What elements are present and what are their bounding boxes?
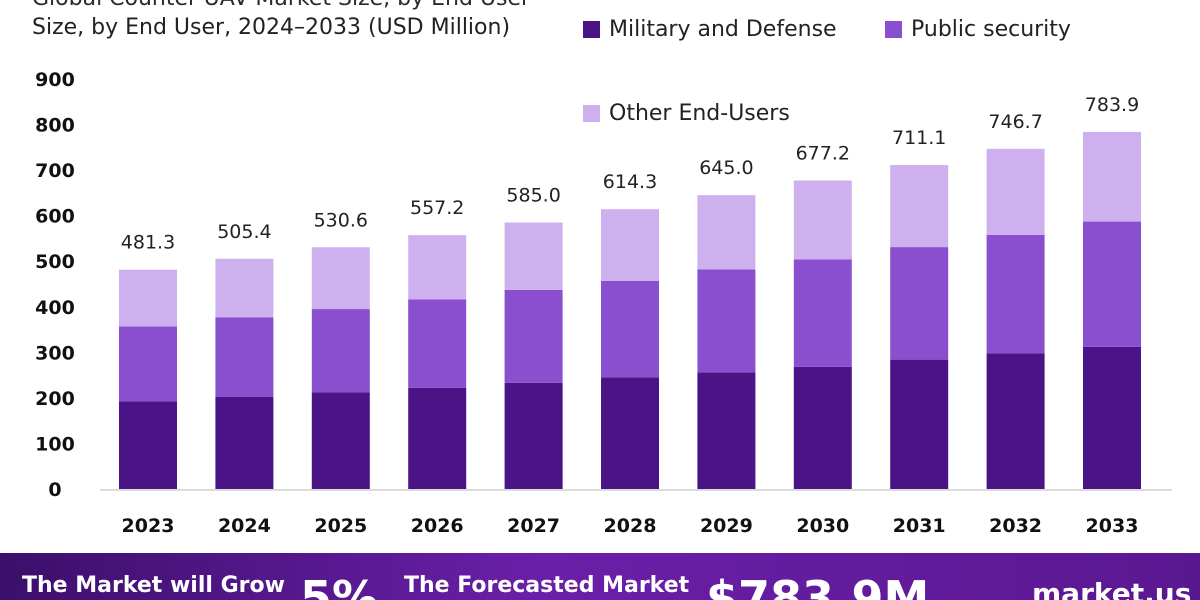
stacked-bar-chart: 0 100 200 300 400 500 600 700 800 900 481.3 2023 505… [35, 69, 1172, 537]
bar-total-label: 585.0 [506, 185, 560, 207]
bar-segment-other [408, 235, 467, 300]
y-tick-label: 100 [35, 433, 75, 455]
x-tick-label: 2025 [314, 515, 367, 537]
bar-total-label: 645.0 [699, 157, 753, 179]
legend-item-other: Other End-Users [583, 101, 790, 126]
legend-item-public-security: Public security [885, 17, 1071, 42]
x-tick-label: 2033 [1086, 515, 1139, 537]
bar-segment-military [119, 401, 177, 489]
y-tick-label: 800 [35, 115, 75, 137]
bar-segment-other [504, 222, 563, 290]
footer-site: market.us [1032, 577, 1192, 600]
x-tick-label: 2028 [604, 515, 657, 537]
bar-segment-public-security [215, 317, 274, 397]
x-tick-label: 2027 [507, 515, 560, 537]
bar-segment-public-security [504, 289, 563, 383]
legend-label-public-security: Public security [911, 17, 1071, 42]
bar-segment-public-security [986, 234, 1045, 354]
y-tick-label: 300 [35, 342, 75, 364]
bar-segment-military [601, 377, 659, 489]
bar-segment-military [215, 396, 274, 489]
footer-banner: The Market will Grow 5% The Forecasted M… [0, 553, 1200, 600]
y-tick-label: 400 [35, 297, 75, 319]
y-tick-label: 0 [48, 479, 61, 501]
bar-segment-military [504, 382, 563, 489]
bar-total-label: 711.1 [892, 127, 946, 149]
bar-total-label: 557.2 [410, 197, 464, 219]
bar-total-label: 783.9 [1085, 94, 1139, 116]
bar-segment-other [215, 258, 274, 318]
bar-total-label: 481.3 [121, 232, 175, 254]
bar-total-label: 505.4 [217, 221, 271, 243]
legend-item-military: Military and Defense [583, 17, 837, 42]
bar-segment-other [311, 247, 370, 310]
bar-total-label: 614.3 [603, 171, 657, 193]
bar-segment-military [986, 353, 1045, 489]
x-tick-label: 2031 [893, 515, 946, 537]
bar-segment-public-security [601, 280, 659, 378]
footer-cagr-value: 5% [300, 571, 379, 600]
bar-segment-military [793, 366, 852, 489]
chart-subtitle: Size, by End User, 2024–2033 (USD Millio… [32, 15, 511, 40]
bar-segment-other [1083, 131, 1141, 222]
footer-grow-text: The Market will Grow [22, 573, 285, 598]
bar-segment-public-security [1083, 221, 1141, 347]
x-tick-label: 2026 [411, 515, 464, 537]
bar-segment-other [601, 209, 659, 281]
bar-segment-military [311, 392, 370, 489]
bar-segment-military [890, 359, 949, 489]
legend-swatch-other [583, 105, 600, 122]
bar-segment-public-security [697, 269, 756, 373]
bar-total-label: 746.7 [988, 111, 1042, 133]
footer-forecast-value: $783.9M [706, 571, 930, 600]
y-tick-label: 500 [35, 251, 75, 273]
legend-swatch-public-security [885, 21, 902, 38]
bar-total-label: 677.2 [796, 142, 850, 164]
chart-title-cut: Global Counter-UAV Market Size, by End U… [32, 0, 530, 11]
legend-swatch-military [583, 21, 600, 38]
y-tick-label: 200 [35, 388, 75, 410]
bar-segment-military [697, 372, 756, 489]
legend-label-military: Military and Defense [609, 17, 837, 42]
y-tick-label: 700 [35, 160, 75, 182]
bar-segment-military [1083, 346, 1141, 489]
bar-segment-public-security [793, 259, 852, 367]
bar-segment-public-security [119, 326, 177, 402]
bar-segment-public-security [311, 309, 370, 393]
y-tick-label: 900 [35, 69, 75, 91]
bar-total-label: 530.6 [314, 209, 368, 231]
x-tick-label: 2029 [700, 515, 753, 537]
bar-segment-other [890, 165, 949, 248]
bar-segment-other [697, 195, 756, 270]
bar-segment-other [986, 148, 1045, 235]
bar-segment-other [119, 269, 177, 327]
y-tick-label: 600 [35, 206, 75, 228]
bar-segment-public-security [890, 247, 949, 360]
legend-label-other: Other End-Users [609, 101, 790, 126]
x-tick-label: 2023 [122, 515, 175, 537]
bar-segment-other [793, 180, 852, 260]
footer-forecast-text: The Forecasted Market [404, 573, 690, 598]
bar-segment-military [408, 387, 467, 489]
bar-segment-public-security [408, 299, 467, 388]
x-tick-label: 2030 [796, 515, 849, 537]
x-tick-label: 2024 [218, 515, 271, 537]
x-tick-label: 2032 [989, 515, 1042, 537]
